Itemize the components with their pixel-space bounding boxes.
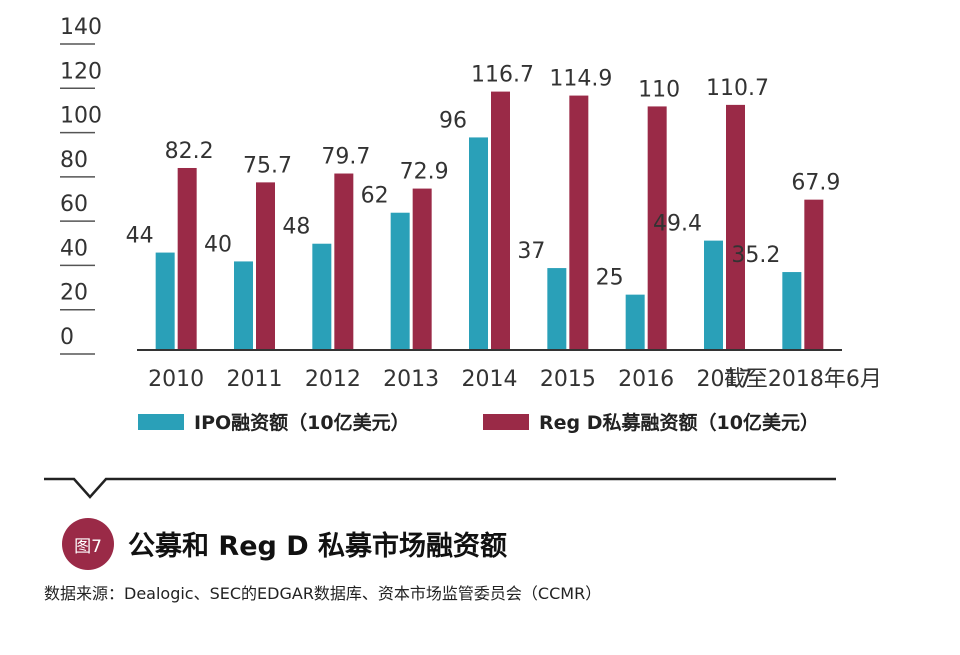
x-tick-label: 2017 xyxy=(697,367,753,392)
bar-regd xyxy=(412,188,432,350)
data-label-ipo: 62 xyxy=(361,184,389,209)
section-divider xyxy=(44,477,836,499)
data-label-regd: 110.7 xyxy=(706,76,769,101)
y-tick-label: 0 xyxy=(60,325,74,350)
data-label-ipo: 37 xyxy=(517,239,545,264)
x-tick-label: 截至2018年6月 xyxy=(724,367,882,392)
y-tick-label: 40 xyxy=(60,236,88,261)
bar-regd xyxy=(256,182,275,350)
bar-regd xyxy=(177,167,197,350)
legend-label-ipo: IPO融资额（10亿美元） xyxy=(194,412,410,434)
data-label-regd: 79.7 xyxy=(321,145,370,170)
legend-item-regd: Reg D私募融资额（10亿美元） xyxy=(483,408,819,435)
x-tick-label: 2012 xyxy=(305,367,361,392)
data-label-ipo: 44 xyxy=(126,224,154,249)
y-tick-label: 60 xyxy=(60,192,88,217)
bar-ipo xyxy=(704,240,723,350)
bar-regd xyxy=(726,104,745,350)
legend-item-ipo: IPO融资额（10亿美元） xyxy=(138,408,410,435)
x-tick-label: 2013 xyxy=(383,367,439,392)
legend-swatch-regd xyxy=(483,413,529,430)
bar-ipo xyxy=(390,212,410,350)
y-tick-label: 140 xyxy=(60,15,102,40)
bar-ipo xyxy=(547,268,567,350)
figure-title: 公募和 Reg D 私募市场融资额 xyxy=(128,531,508,562)
y-tick-label: 120 xyxy=(60,59,102,84)
data-label-regd: 75.7 xyxy=(243,153,292,178)
y-tick-label: 100 xyxy=(60,104,102,129)
bar-regd xyxy=(647,106,667,350)
data-label-ipo: 48 xyxy=(282,215,310,240)
data-label-regd: 114.9 xyxy=(549,67,612,92)
y-axis: 0 20 40 60 80 100 120 140 xyxy=(60,15,102,355)
x-tick-label: 2014 xyxy=(462,367,518,392)
bar-ipo xyxy=(312,243,332,350)
x-axis: 2010 2011 2012 2013 2014 2015 2016 2017截至2018年6… xyxy=(137,349,882,392)
bar-regd xyxy=(334,173,354,350)
x-tick-label: 2015 xyxy=(540,367,596,392)
x-tick-label: 2011 xyxy=(227,367,283,392)
data-label-ipo: 96 xyxy=(439,108,467,133)
bar-regd xyxy=(491,91,510,350)
data-label-regd: 110 xyxy=(638,77,680,102)
data-label-regd: 116.7 xyxy=(471,63,534,88)
x-tick-label: 2016 xyxy=(618,367,674,392)
bar-ipo xyxy=(469,137,488,350)
y-tick-label: 80 xyxy=(60,148,88,173)
data-label-regd: 82.2 xyxy=(165,139,214,164)
source-note: 数据来源：Dealogic、SEC的EDGAR数据库、资本市场监管委员会（CCM… xyxy=(44,584,602,603)
bar-chart: 0 20 40 60 80 100 120 140 44 82.2 40 75.7 48 79.7 62 7… xyxy=(60,15,882,392)
bar-ipo xyxy=(625,294,645,350)
legend-swatch-ipo xyxy=(138,413,184,430)
x-tick-label: 2010 xyxy=(148,367,204,392)
bar-regd xyxy=(569,95,589,350)
bar-regd xyxy=(804,199,824,350)
bar-ipo xyxy=(155,252,175,350)
data-label-ipo: 25 xyxy=(596,266,624,291)
data-label-ipo: 49.4 xyxy=(653,212,702,237)
legend-label-regd: Reg D私募融资额（10亿美元） xyxy=(539,412,819,434)
data-label-ipo: 35.2 xyxy=(731,243,780,268)
figure-badge: 图7 xyxy=(62,518,114,570)
data-label-regd: 67.9 xyxy=(791,171,840,196)
bar-ipo xyxy=(782,272,802,350)
y-tick-label: 20 xyxy=(60,281,88,306)
data-label-ipo: 40 xyxy=(204,232,232,257)
data-label-regd: 72.9 xyxy=(400,160,449,185)
bar-ipo xyxy=(234,261,253,350)
